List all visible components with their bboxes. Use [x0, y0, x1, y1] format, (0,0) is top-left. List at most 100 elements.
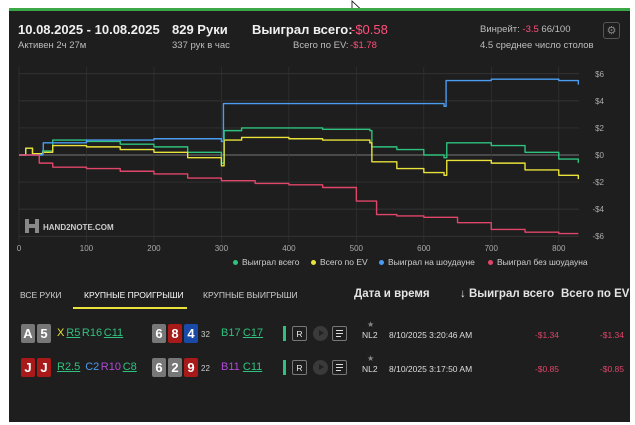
won-total-label: Выиграл всего:: [252, 22, 353, 37]
replay-button[interactable]: R: [292, 360, 307, 375]
legend-item-non-showdown[interactable]: Выиграл без шоудауна: [488, 257, 588, 271]
y-tick-label: $4: [595, 97, 604, 106]
preflop-action: R2.5: [57, 361, 81, 373]
logo-mark-icon: [25, 219, 39, 233]
date-range: 10.08.2025 - 10.08.2025: [18, 22, 160, 37]
y-tick-label: -$4: [592, 205, 604, 214]
y-tick-label: $6: [595, 70, 604, 79]
x-tick-label: 100: [80, 244, 94, 253]
legend-label: Выиграл на шоудауне: [388, 257, 475, 267]
board-card: 2: [168, 358, 182, 377]
favorite-star-icon[interactable]: ★: [367, 320, 375, 329]
preflop-action: C2: [85, 361, 100, 373]
board-card: 8: [168, 324, 182, 343]
active-tab-underline: [73, 307, 187, 309]
hole-card: 5: [37, 324, 51, 343]
hand-history-icon[interactable]: [332, 326, 347, 341]
pot-size: 22: [201, 364, 210, 373]
tab-big-wins[interactable]: КРУПНЫЕ ВЫИГРЫШИ: [203, 290, 298, 300]
won-value: -$1.34: [534, 330, 559, 340]
hand-datetime: 8/10/2025 3:20:46 AM: [389, 330, 473, 340]
legend-dot-icon: [233, 260, 238, 266]
winrate-label: Винрейт:: [480, 24, 520, 35]
column-header-ev[interactable]: Всего по EV: [561, 288, 630, 300]
x-tick-label: 0: [17, 244, 22, 253]
limit: NL2: [362, 364, 378, 374]
winrate: Винрейт: -3.5 66/100: [480, 24, 570, 35]
y-tick-label: $0: [595, 151, 604, 160]
winrate-suffix: 66/100: [541, 24, 571, 35]
legend-item-ev[interactable]: Всего по EV: [311, 257, 368, 271]
legend-dot-icon: [488, 260, 493, 266]
hole-card: J: [37, 358, 51, 377]
postflop-action: C17: [242, 327, 264, 339]
hands-per-hour: 337 рук в час: [172, 40, 230, 51]
settings-button[interactable]: ⚙: [603, 22, 620, 39]
hole-card: J: [21, 358, 35, 377]
favorite-star-icon[interactable]: ★: [367, 354, 375, 363]
avg-tables: 4.5 среднее число столов: [480, 40, 594, 51]
hole-card: A: [21, 324, 35, 343]
postflop-action: B11: [221, 361, 240, 373]
series-line-0: [19, 127, 580, 164]
session-summary-header: 10.08.2025 - 10.08.2025 Активен 2ч 27м 8…: [9, 11, 630, 61]
x-tick-label: 300: [215, 244, 229, 253]
legend-dot-icon: [379, 260, 384, 266]
logo-text: HAND2NOTE.COM: [43, 223, 114, 232]
ev-total-value: -$1.78: [350, 40, 377, 51]
replay-button[interactable]: R: [292, 326, 307, 341]
column-header-datetime[interactable]: Дата и время: [354, 288, 430, 300]
hand-history-icon[interactable]: [332, 360, 347, 375]
pot-size: 32: [201, 330, 210, 339]
won-total-value: -$0.58: [351, 22, 388, 37]
series-line-3: [19, 154, 579, 235]
postflop-action: C11: [242, 361, 263, 373]
table-row[interactable]: J J R2.5 C2 R10 C8 6 2 9 22 B11 C11 R ★ NL2 8/10/2025 3…: [9, 350, 630, 384]
legend-dot-icon: [311, 260, 316, 266]
legend-label: Всего по EV: [320, 257, 368, 267]
limit: NL2: [362, 330, 378, 340]
ev-value: -$1.34: [599, 330, 624, 340]
ev-total-label: Всего по EV:: [293, 40, 349, 51]
gear-icon: ⚙: [606, 25, 617, 37]
preflop-action: X: [57, 327, 65, 339]
tab-all-hands[interactable]: ВСЕ РУКИ: [20, 290, 62, 300]
y-tick-label: $2: [595, 124, 604, 133]
winrate-value: -3.5: [522, 24, 539, 35]
hand-filter-tabs: ВСЕ РУКИ КРУПНЫЕ ПРОИГРЫШИ КРУПНЫЕ ВЫИГР…: [9, 283, 630, 309]
preflop-action: C8: [122, 361, 137, 373]
x-tick-label: 800: [552, 244, 566, 253]
hand-datetime: 8/10/2025 3:17:50 AM: [389, 364, 473, 374]
more-actions-indicator: [283, 360, 286, 375]
y-tick-label: -$2: [592, 178, 604, 187]
preflop-action: R10: [100, 361, 121, 373]
series-line-2: [19, 78, 580, 156]
hands-count: 829 Руки: [172, 22, 228, 37]
table-row[interactable]: A 5 X R5 R16 C11 6 8 4 32 B17 C17 R ★ NL2 8/10/2025 3:2…: [9, 316, 630, 350]
legend-item-won[interactable]: Выиграл всего: [233, 257, 299, 271]
x-tick-label: 600: [417, 244, 431, 253]
ev-value: -$0.85: [599, 364, 624, 374]
x-tick-label: 500: [350, 244, 364, 253]
play-icon[interactable]: [313, 326, 328, 341]
y-tick-label: -$6: [592, 232, 604, 241]
board-card: 6: [152, 324, 166, 343]
play-icon[interactable]: [313, 360, 328, 375]
more-actions-indicator: [283, 326, 286, 341]
x-tick-label: 700: [485, 244, 499, 253]
tab-big-losses[interactable]: КРУПНЫЕ ПРОИГРЫШИ: [84, 290, 184, 300]
x-tick-label: 400: [282, 244, 296, 253]
legend-item-showdown[interactable]: Выиграл на шоудауне: [379, 257, 475, 271]
board-card: 6: [152, 358, 166, 377]
legend-label: Выиграл без шоудауна: [497, 257, 588, 267]
column-header-won[interactable]: ↓ Выиграл всего: [460, 288, 555, 300]
legend-label: Выиграл всего: [242, 257, 300, 267]
hand2note-logo: [25, 219, 39, 233]
preflop-action: R16: [81, 327, 103, 339]
app-window: 10.08.2025 - 10.08.2025 Активен 2ч 27м 8…: [9, 8, 630, 422]
postflop-action: B17: [221, 327, 241, 339]
profit-graph: $6 $4 $2 $0 -$2 -$4 -$6 0 100 200 300 400 500 600 700 8…: [17, 67, 605, 253]
series-line-1: [19, 136, 580, 180]
won-value: -$0.85: [534, 364, 559, 374]
board-card: 4: [184, 324, 198, 343]
